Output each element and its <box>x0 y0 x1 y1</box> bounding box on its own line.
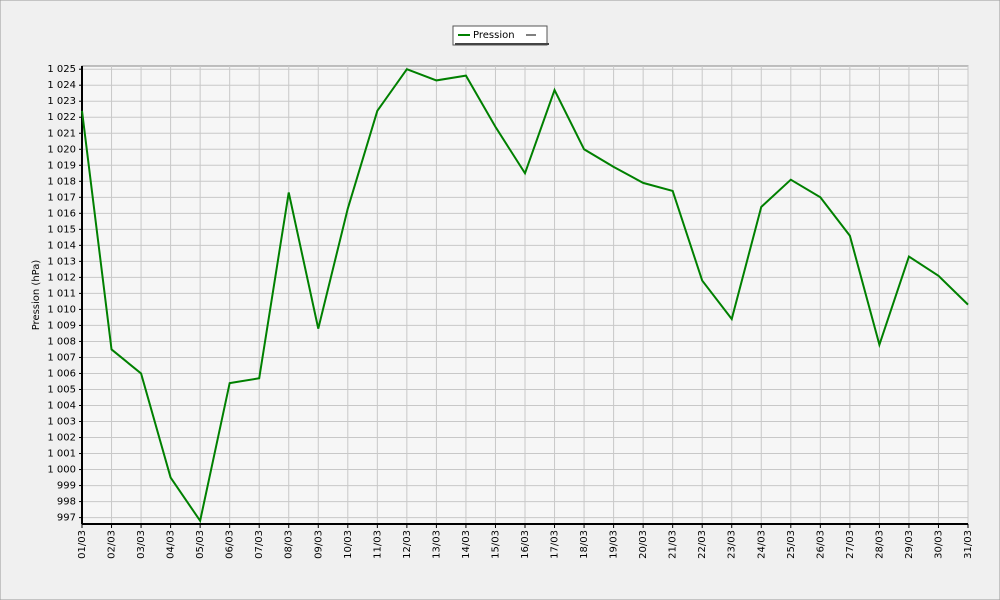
y-tick-label: 1 002 <box>47 433 76 444</box>
y-tick-label: 1 000 <box>47 465 76 476</box>
y-tick-label: 1 006 <box>47 368 76 379</box>
y-tick-label: 999 <box>57 481 76 492</box>
x-tick-label: 24/03 <box>756 530 767 559</box>
line <box>81 67 969 524</box>
x-tick-label: 30/03 <box>933 530 944 559</box>
y-tick-label: 1 007 <box>47 352 76 363</box>
x-tick-label: 20/03 <box>638 530 649 559</box>
x-tick-label: 27/03 <box>845 530 856 559</box>
x-tick-label: 04/03 <box>166 530 177 559</box>
y-tick-label: 1 017 <box>47 192 76 203</box>
x-tick-label: 16/03 <box>520 530 531 559</box>
y-tick-label: 1 021 <box>47 128 76 139</box>
legend-label: Pression <box>473 30 515 41</box>
x-tick-label: 14/03 <box>461 530 472 559</box>
y-tick-label: 997 <box>57 513 76 524</box>
x-tick-label: 09/03 <box>313 530 324 559</box>
y-tick-label: 1 012 <box>47 272 76 283</box>
x-tick-label: 15/03 <box>490 530 501 559</box>
y-tick-label: 1 015 <box>47 224 76 235</box>
y-tick-label: 1 019 <box>47 160 76 171</box>
x-tick-label: 31/03 <box>963 530 974 559</box>
x-tick-label: 19/03 <box>609 530 620 559</box>
y-tick-label: 1 018 <box>47 176 76 187</box>
x-tick-label: 10/03 <box>343 530 354 559</box>
y-tick-label: 1 013 <box>47 256 76 267</box>
y-tick-label: 1 022 <box>47 112 76 123</box>
x-tick-label: 13/03 <box>431 530 442 559</box>
x-tick-label: 28/03 <box>874 530 885 559</box>
x-tick-label: 12/03 <box>402 530 413 559</box>
y-tick-label: 1 016 <box>47 208 76 219</box>
y-tick-label: 1 001 <box>47 449 76 460</box>
x-tick-label: 26/03 <box>815 530 826 559</box>
x-tick-label: 23/03 <box>727 530 738 559</box>
y-tick-label: 1 009 <box>47 320 76 331</box>
y-tick-label: 1 008 <box>47 336 76 347</box>
legend: Pression <box>452 25 549 46</box>
x-tick-label: 25/03 <box>786 530 797 559</box>
legend-shadow <box>455 43 549 45</box>
y-tick-label: 1 023 <box>47 96 76 107</box>
x-tick-label: 29/03 <box>904 530 915 559</box>
x-tick-label: 05/03 <box>195 530 206 559</box>
y-tick-label: 1 003 <box>47 417 76 428</box>
x-tick-label: 02/03 <box>107 530 118 559</box>
x-tick-label: 21/03 <box>668 530 679 559</box>
y-tick-label: 1 025 <box>47 64 76 75</box>
x-tick-label: 11/03 <box>372 530 383 559</box>
x-tick-label: 01/03 <box>77 530 88 559</box>
x-tick-label: 03/03 <box>136 530 147 559</box>
x-tick-label: 08/03 <box>284 530 295 559</box>
y-axis-label: Pression (hPa) <box>31 260 42 331</box>
y-tick-label: 1 005 <box>47 384 76 395</box>
y-tick-label: 1 020 <box>47 144 76 155</box>
x-tick-label: 18/03 <box>579 530 590 559</box>
x-tick-label: 07/03 <box>254 530 265 559</box>
y-tick-label: 1 004 <box>47 400 76 411</box>
y-tick-label: 1 011 <box>47 288 76 299</box>
y-tick-label: 1 014 <box>47 240 76 251</box>
x-tick-label: 22/03 <box>697 530 708 559</box>
y-tick-label: 1 024 <box>47 80 76 91</box>
x-tick-label: 06/03 <box>225 530 236 559</box>
x-tick-label: 17/03 <box>550 530 561 559</box>
y-tick-label: 998 <box>57 497 76 508</box>
y-tick-label: 1 010 <box>47 304 76 315</box>
